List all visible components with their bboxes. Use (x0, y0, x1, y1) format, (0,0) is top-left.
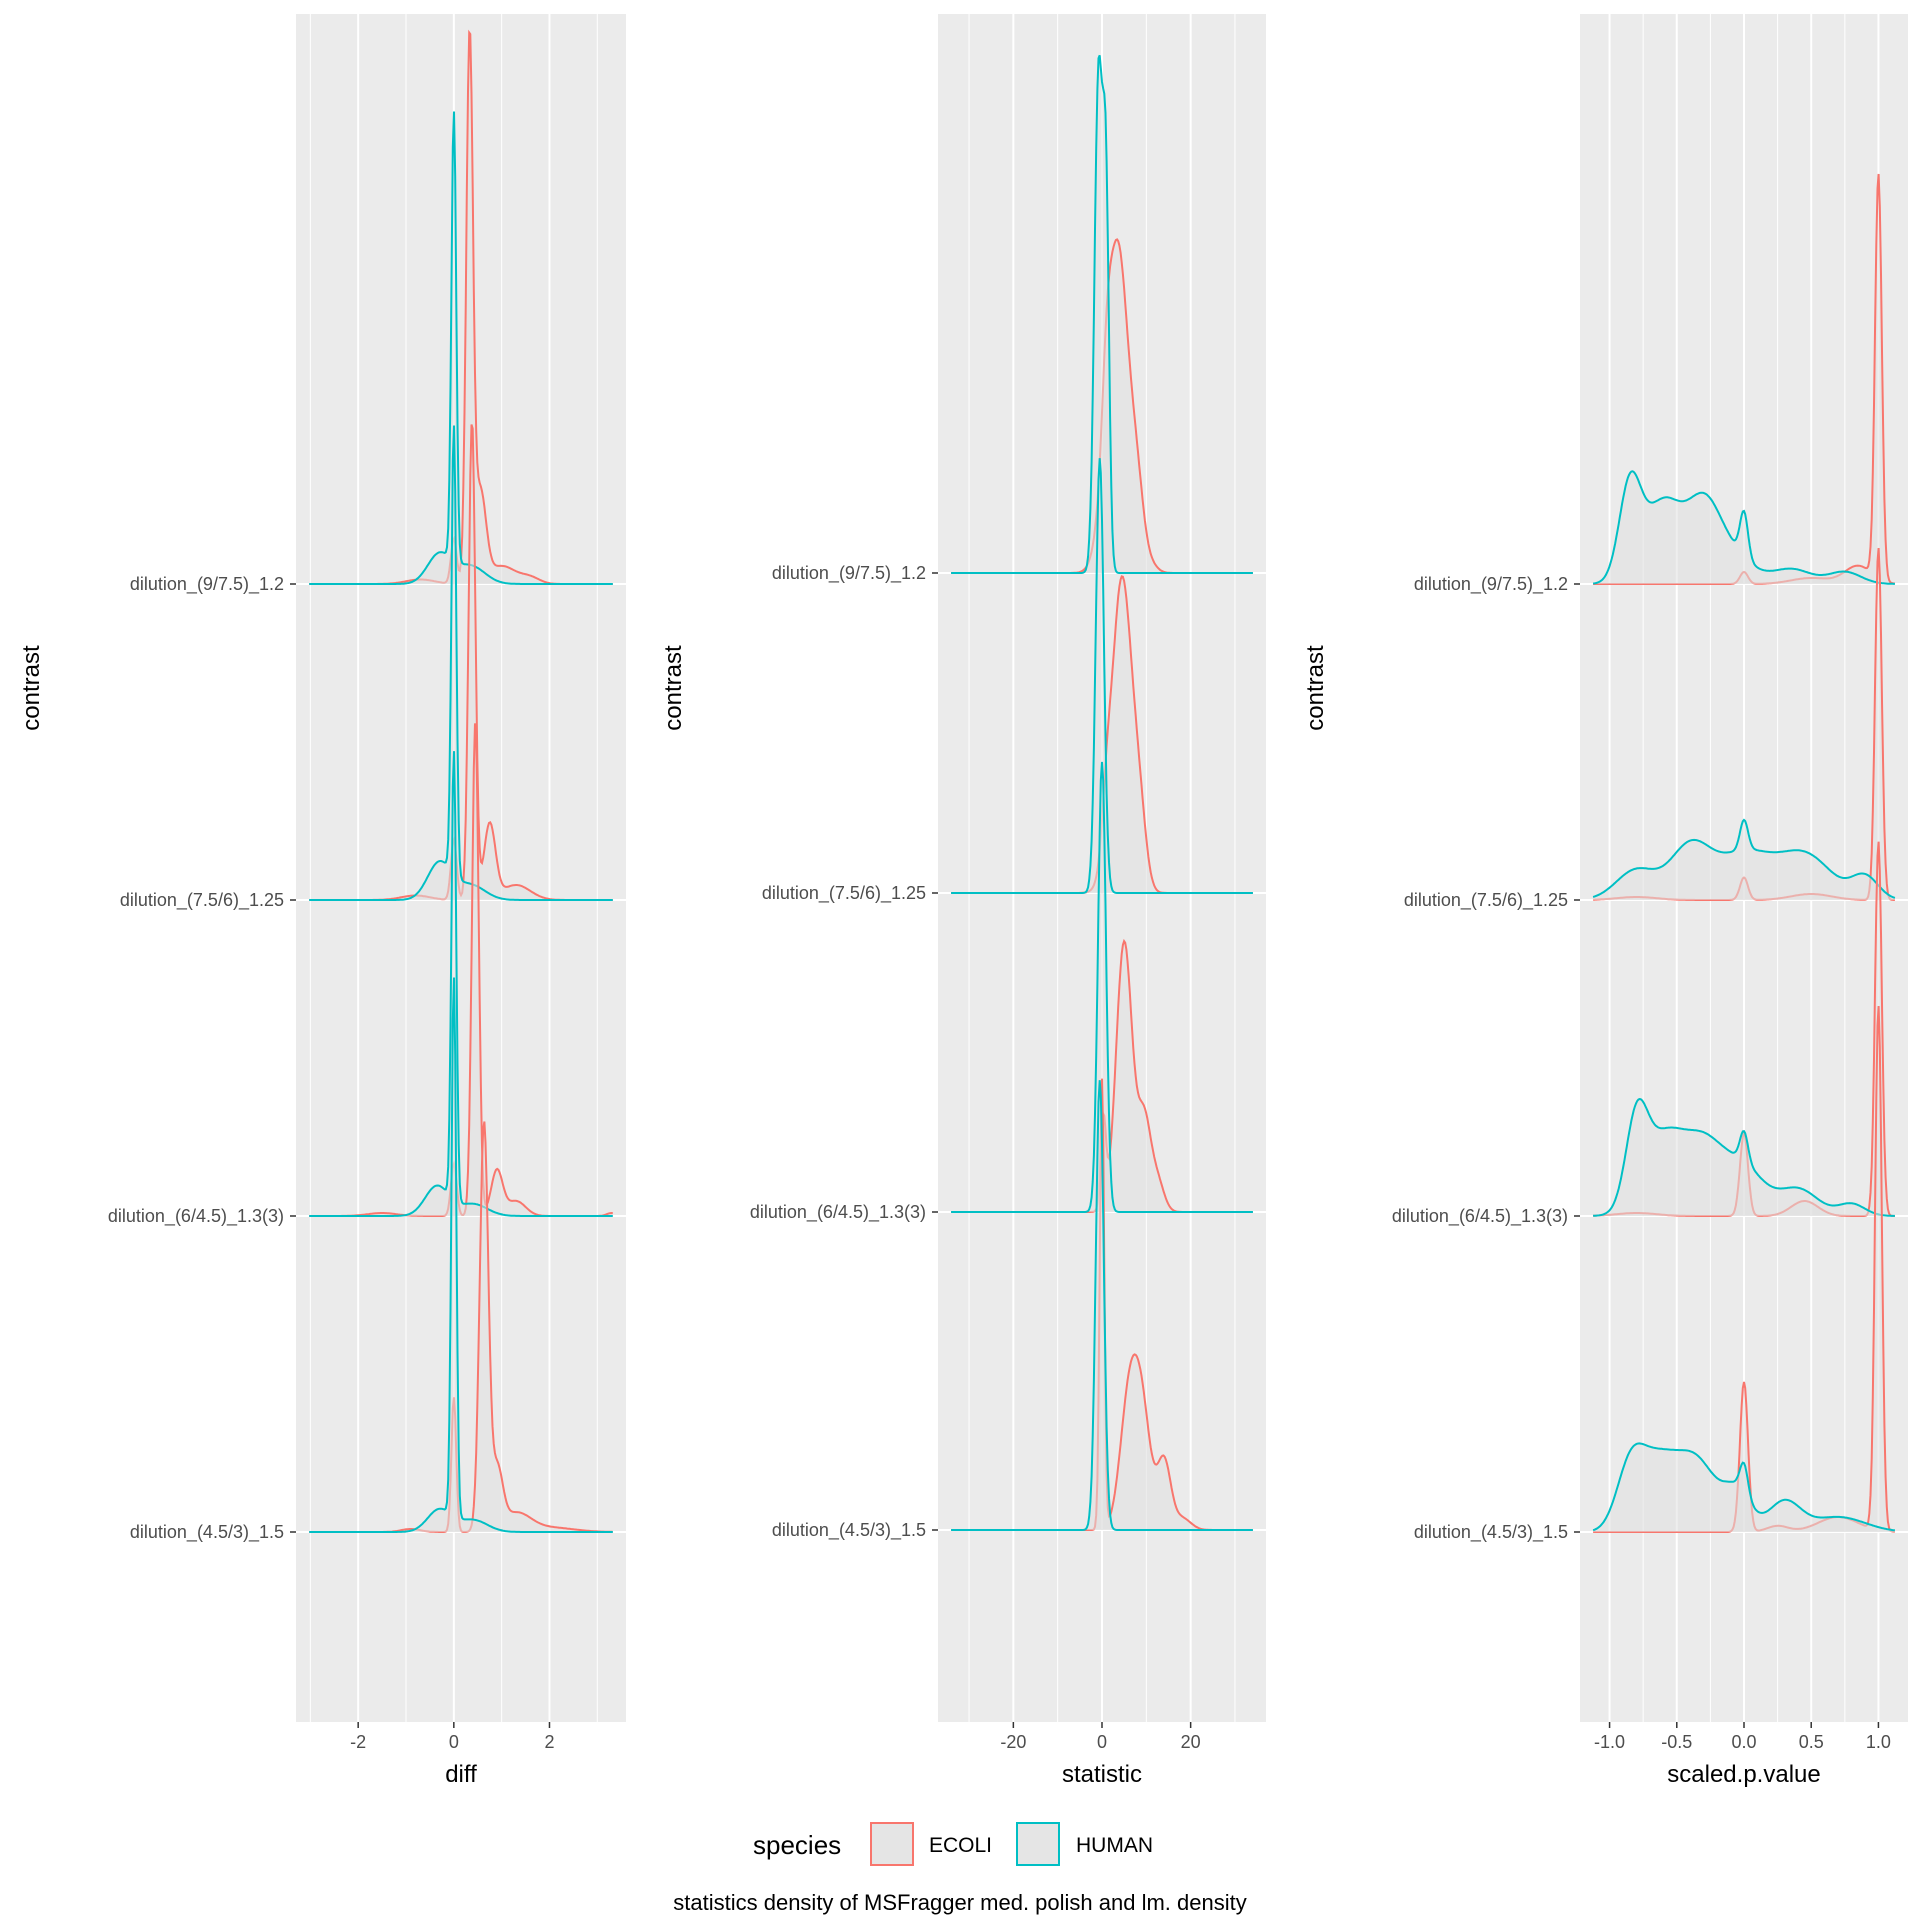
y-category-label: dilution_(7.5/6)_1.25 (762, 883, 926, 904)
y-category-label: dilution_(6/4.5)_1.3(3) (1392, 1206, 1568, 1227)
x-tick-label: 20 (1181, 1732, 1201, 1752)
legend-key-human (1016, 1822, 1060, 1866)
legend-title: species (753, 1830, 841, 1860)
density-fill-human-0 (1593, 1443, 1895, 1532)
density-line-human-0 (309, 977, 613, 1533)
density-line-human-0 (951, 1080, 1253, 1531)
x-tick-label: -20 (1000, 1732, 1026, 1752)
y-axis-title: contrast (1302, 645, 1329, 731)
density-fill-human-3 (951, 55, 1253, 574)
panel-diff: -2 0 2 dilution_(4.5/3)_1.5 dilution_(6/4.5)… (18, 14, 626, 1788)
legend-label-human: HUMAN (1076, 1834, 1153, 1857)
density-line-human-2 (1592, 818, 1896, 899)
density-line-human-2 (951, 458, 1253, 894)
panel-scaled-p-value: -1.0 -0.5 0.0 0.5 1.0 dilution_(4.5/3)_1.5 dil… (1302, 14, 1908, 1788)
density-line-human-2 (309, 425, 613, 901)
density-fill-human-1 (951, 762, 1253, 1212)
density-line-human-1 (951, 761, 1253, 1213)
y-axis-title: contrast (18, 645, 45, 731)
x-tick-label: 2 (544, 1732, 554, 1752)
x-axis-title: statistic (1062, 1761, 1142, 1788)
density-line-human-0 (1592, 1442, 1896, 1532)
y-category-label: dilution_(9/7.5)_1.2 (772, 563, 926, 584)
legend-key-ecoli (870, 1822, 914, 1866)
x-axis-title: scaled.p.value (1667, 1761, 1820, 1788)
density-line-human-3 (309, 111, 613, 585)
panel-statistic: -20 0 20 dilution_(4.5/3)_1.5 dilution_(6/4.… (660, 14, 1266, 1788)
x-tick-label: -0.5 (1661, 1732, 1692, 1752)
y-category-label: dilution_(4.5/3)_1.5 (772, 1520, 926, 1541)
y-category-label: dilution_(7.5/6)_1.25 (1404, 890, 1568, 911)
density-fill-ecoli-0 (1593, 1006, 1895, 1532)
density-line-human-1 (1593, 1097, 1895, 1217)
y-category-label: dilution_(9/7.5)_1.2 (130, 574, 284, 595)
y-category-label: dilution_(4.5/3)_1.5 (130, 1522, 284, 1543)
y-category-label: dilution_(9/7.5)_1.2 (1414, 574, 1568, 595)
x-tick-label: -1.0 (1594, 1732, 1625, 1752)
x-tick-label: 1.0 (1866, 1732, 1891, 1752)
legend: species ECOLI HUMAN (753, 1822, 1153, 1866)
density-line-human-1 (309, 751, 613, 1217)
y-category-label: dilution_(4.5/3)_1.5 (1414, 1522, 1568, 1543)
y-axis-title: contrast (660, 645, 687, 731)
x-axis-title: diff (445, 1761, 477, 1788)
density-fill-human-3 (1593, 471, 1895, 584)
legend-label-ecoli: ECOLI (929, 1834, 992, 1857)
y-category-label: dilution_(6/4.5)_1.3(3) (750, 1202, 926, 1223)
density-fill-human-0 (951, 1080, 1253, 1530)
x-tick-label: 0.0 (1731, 1732, 1756, 1752)
density-line-human-3 (951, 54, 1253, 574)
caption: statistics density of MSFragger med. pol… (673, 1890, 1246, 1915)
density-fill-human-2 (1593, 819, 1895, 900)
density-line-human-3 (1593, 470, 1895, 585)
density-fill-human-2 (951, 458, 1253, 893)
x-tick-label: 0 (1097, 1732, 1107, 1752)
x-tick-label: 0 (449, 1732, 459, 1752)
y-category-label: dilution_(6/4.5)_1.3(3) (108, 1206, 284, 1227)
y-category-label: dilution_(7.5/6)_1.25 (120, 890, 284, 911)
x-tick-label: 0.5 (1799, 1732, 1824, 1752)
x-tick-label: -2 (350, 1732, 366, 1752)
